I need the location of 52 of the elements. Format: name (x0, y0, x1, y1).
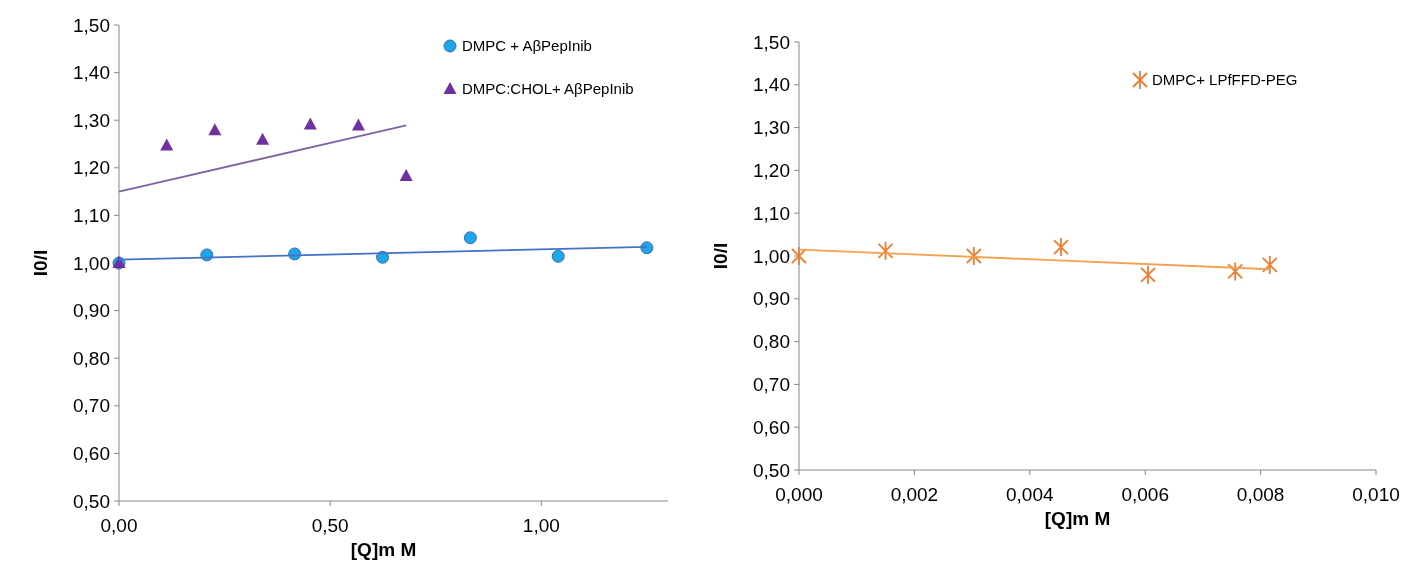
legend-label: DMPC+ LPfFFD-PEG (1152, 71, 1298, 89)
x-tick-label: 0,002 (890, 484, 939, 505)
point (256, 132, 270, 145)
x-tick-label: 0,010 (1352, 484, 1400, 505)
y-tick-label: 0,80 (73, 347, 110, 369)
y-tick-label: 1,10 (753, 202, 790, 224)
y-axis-title: I0/I (30, 249, 51, 277)
y-tick-label: 0,60 (753, 416, 790, 438)
y-axis-title: I0/I (710, 242, 731, 270)
x-tick-label: 1,00 (522, 515, 560, 536)
x-tick-label: 0,004 (1006, 484, 1055, 505)
y-tick-label: 0,50 (753, 459, 790, 481)
y-tick-label: 1,30 (73, 109, 110, 131)
point (208, 123, 222, 136)
y-tick-label: 0,70 (73, 395, 110, 417)
x-tick-label: 0,006 (1121, 484, 1169, 505)
point (463, 231, 477, 245)
x-tick-label: 0,00 (100, 515, 138, 536)
y-tick-label: 0,80 (753, 331, 790, 353)
point (1227, 261, 1244, 282)
y-tick-label: 1,40 (73, 62, 110, 84)
point (351, 118, 365, 131)
point (160, 138, 174, 151)
legend-label: DMPC:CHOL+ AβPepInib (462, 80, 634, 98)
y-tick-label: 1,50 (73, 14, 110, 36)
y-tick-label: 1,20 (753, 160, 790, 182)
y-tick-label: 1,00 (753, 245, 790, 267)
y-tick-label: 1,50 (753, 31, 790, 53)
x-tick-label: 0,000 (775, 484, 823, 505)
y-tick-label: 1,10 (73, 205, 110, 227)
y-tick-label: 0,90 (73, 300, 110, 322)
y-tick-label: 0,90 (753, 288, 790, 310)
y-tick-label: 1,30 (753, 117, 790, 139)
legend-label: DMPC + AβPepInib (462, 37, 592, 55)
point (303, 117, 317, 130)
x-axis-title: [Q]m M (1044, 508, 1111, 529)
y-tick-label: 1,40 (753, 74, 790, 96)
point (965, 246, 982, 266)
point (1261, 255, 1278, 275)
point (551, 249, 565, 263)
point (791, 246, 807, 266)
y-tick-label: 1,20 (73, 157, 110, 179)
point (877, 240, 894, 261)
y-tick-label: 1,00 (73, 252, 110, 274)
x-axis-title: [Q]m M (350, 539, 417, 560)
y-tick-label: 0,60 (73, 443, 110, 465)
point (1140, 264, 1156, 285)
point (1053, 237, 1069, 257)
x-tick-label: 0,50 (311, 515, 349, 536)
y-tick-label: 0,70 (753, 374, 790, 396)
point (399, 168, 413, 181)
x-tick-label: 0,008 (1236, 484, 1285, 505)
